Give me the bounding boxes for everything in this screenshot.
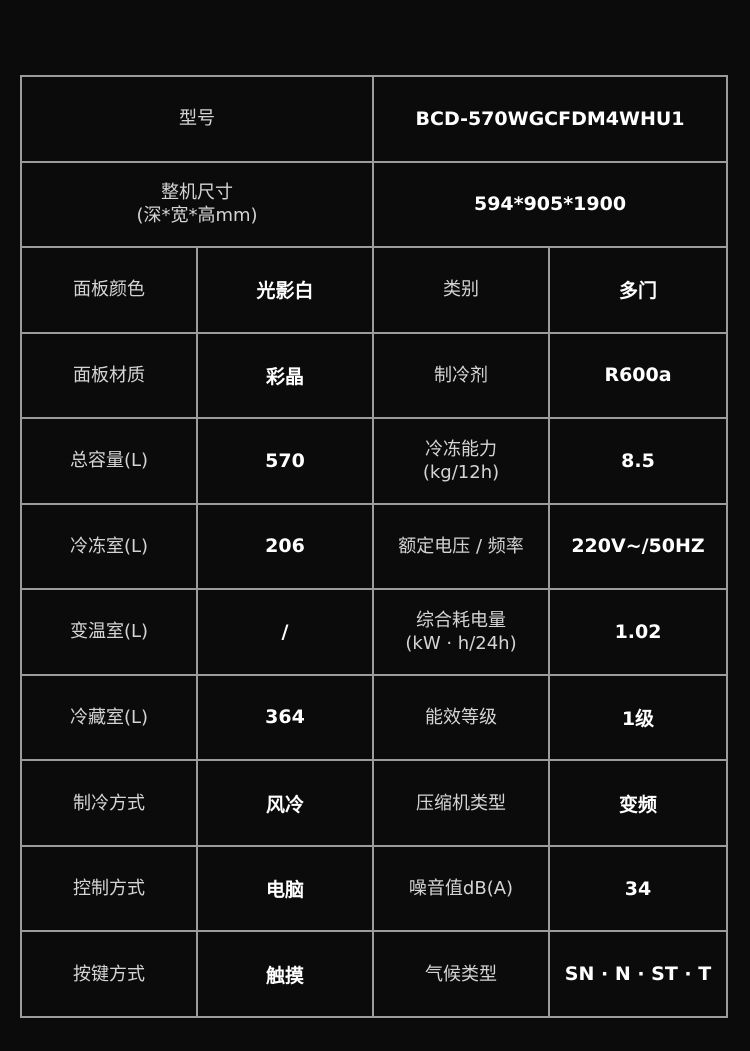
spec-value-text: 34 <box>624 877 652 900</box>
spec-label: 能效等级 <box>372 673 550 762</box>
spec-label-text: 冷冻室(L) <box>69 535 149 557</box>
spec-label: 冷冻能力 (kg/12h) <box>372 417 550 505</box>
spec-label-text: 控制方式 <box>73 878 145 900</box>
spec-value-text: 8.5 <box>621 449 655 472</box>
spec-value: 34 <box>547 844 729 933</box>
spec-value: 光影白 <box>196 246 374 334</box>
spec-value-text: 594*905*1900 <box>473 193 627 216</box>
spec-label: 噪音值dB(A) <box>372 844 550 933</box>
spec-label: 按键方式 <box>20 930 198 1018</box>
spec-value: 电脑 <box>196 844 374 933</box>
spec-label: 气候类型 <box>372 930 550 1018</box>
spec-value-text: 220V~/50HZ <box>571 535 705 558</box>
spec-label-text: 压缩机类型 <box>416 792 506 814</box>
table-row: 面板材质 彩晶 制冷剂 R600a <box>20 331 729 420</box>
spec-value-text: 364 <box>265 706 305 729</box>
spec-value-text: 1级 <box>621 707 655 730</box>
spec-value: 206 <box>196 502 374 591</box>
table-row: 制冷方式 风冷 压缩机类型 变频 <box>20 759 729 847</box>
table-row: 整机尺寸 (深*宽*高mm) 594*905*1900 <box>20 160 729 249</box>
spec-label: 面板颜色 <box>20 246 198 334</box>
spec-value-text: BCD-570WGCFDM4WHU1 <box>415 107 685 130</box>
spec-label-text: 整机尺寸 <box>161 182 233 204</box>
spec-label-text: 制冷方式 <box>73 792 145 814</box>
spec-label: 压缩机类型 <box>372 759 550 847</box>
spec-label: 冷藏室(L) <box>20 673 198 762</box>
spec-label: 冷冻室(L) <box>20 502 198 591</box>
spec-label: 变温室(L) <box>20 588 198 676</box>
spec-label: 制冷剂 <box>372 331 550 420</box>
spec-value-text: 触摸 <box>265 964 304 987</box>
spec-value-text: 多门 <box>619 280 658 303</box>
spec-value: 风冷 <box>196 759 374 847</box>
spec-value: BCD-570WGCFDM4WHU1 <box>371 75 729 163</box>
spec-label-unit: (深*宽*高mm) <box>136 205 258 227</box>
spec-label: 总容量(L) <box>20 417 198 505</box>
spec-value: 1.02 <box>547 588 729 676</box>
spec-value-text: 206 <box>265 535 305 558</box>
spec-label: 整机尺寸 (深*宽*高mm) <box>20 160 374 249</box>
spec-value: 多门 <box>547 246 729 334</box>
spec-label: 控制方式 <box>20 844 198 933</box>
spec-label-text: 综合耗电量 <box>416 609 506 631</box>
spec-table: 型号 BCD-570WGCFDM4WHU1 整机尺寸 (深*宽*高mm) 594*905… <box>20 75 729 1018</box>
spec-label: 综合耗电量 (kW · h/24h) <box>372 588 550 676</box>
spec-label: 面板材质 <box>20 331 198 420</box>
spec-value: 8.5 <box>547 417 729 505</box>
spec-label-text: 能效等级 <box>425 706 497 728</box>
table-row: 冷藏室(L) 364 能效等级 1级 <box>20 673 729 762</box>
spec-value-text: 1.02 <box>614 620 662 643</box>
spec-label-text: 气候类型 <box>425 963 497 985</box>
spec-label-text: 面板颜色 <box>73 279 145 301</box>
spec-label-text: 噪音值dB(A) <box>408 878 514 900</box>
spec-value: 364 <box>196 673 374 762</box>
spec-label-text: 型号 <box>179 108 215 130</box>
spec-label-text: 制冷剂 <box>434 364 488 386</box>
table-row: 控制方式 电脑 噪音值dB(A) 34 <box>20 844 729 933</box>
spec-value: / <box>196 588 374 676</box>
spec-label: 型号 <box>20 75 374 163</box>
spec-value-text: 光影白 <box>256 280 314 303</box>
spec-value-text: R600a <box>604 364 672 387</box>
spec-value: 1级 <box>547 673 729 762</box>
spec-value: R600a <box>547 331 729 420</box>
spec-value: 彩晶 <box>196 331 374 420</box>
table-row: 总容量(L) 570 冷冻能力 (kg/12h) 8.5 <box>20 417 729 505</box>
spec-value-text: 彩晶 <box>265 365 304 388</box>
spec-label-text: 类别 <box>443 279 479 301</box>
table-row: 型号 BCD-570WGCFDM4WHU1 <box>20 75 729 163</box>
spec-label: 制冷方式 <box>20 759 198 847</box>
spec-label: 类别 <box>372 246 550 334</box>
spec-value-text: SN · N · ST · T <box>564 963 712 986</box>
spec-label-text: 冷藏室(L) <box>69 706 149 728</box>
table-row: 面板颜色 光影白 类别 多门 <box>20 246 729 334</box>
spec-label-text: 总容量(L) <box>69 450 149 472</box>
spec-value-text: / <box>281 620 289 643</box>
spec-label-text: 按键方式 <box>73 963 145 985</box>
spec-value: 220V~/50HZ <box>547 502 729 591</box>
spec-value: 570 <box>196 417 374 505</box>
spec-value: SN · N · ST · T <box>547 930 729 1018</box>
spec-label: 额定电压 / 频率 <box>372 502 550 591</box>
spec-label-text: 面板材质 <box>73 364 145 386</box>
table-row: 变温室(L) / 综合耗电量 (kW · h/24h) 1.02 <box>20 588 729 676</box>
table-row: 按键方式 触摸 气候类型 SN · N · ST · T <box>20 930 729 1018</box>
spec-label-unit: (kW · h/24h) <box>405 632 517 654</box>
spec-label-text: 冷冻能力 <box>425 438 497 460</box>
spec-label-text: 变温室(L) <box>69 621 149 643</box>
spec-value-text: 电脑 <box>265 879 304 902</box>
spec-value: 594*905*1900 <box>371 160 729 249</box>
spec-value: 触摸 <box>196 930 374 1018</box>
spec-label-unit: (kg/12h) <box>422 461 500 483</box>
spec-value-text: 变频 <box>619 793 658 816</box>
spec-value-text: 570 <box>265 449 305 472</box>
spec-value: 变频 <box>547 759 729 847</box>
spec-label-text: 额定电压 / 频率 <box>398 535 524 557</box>
spec-value-text: 风冷 <box>265 793 304 816</box>
table-row: 冷冻室(L) 206 额定电压 / 频率 220V~/50HZ <box>20 502 729 591</box>
